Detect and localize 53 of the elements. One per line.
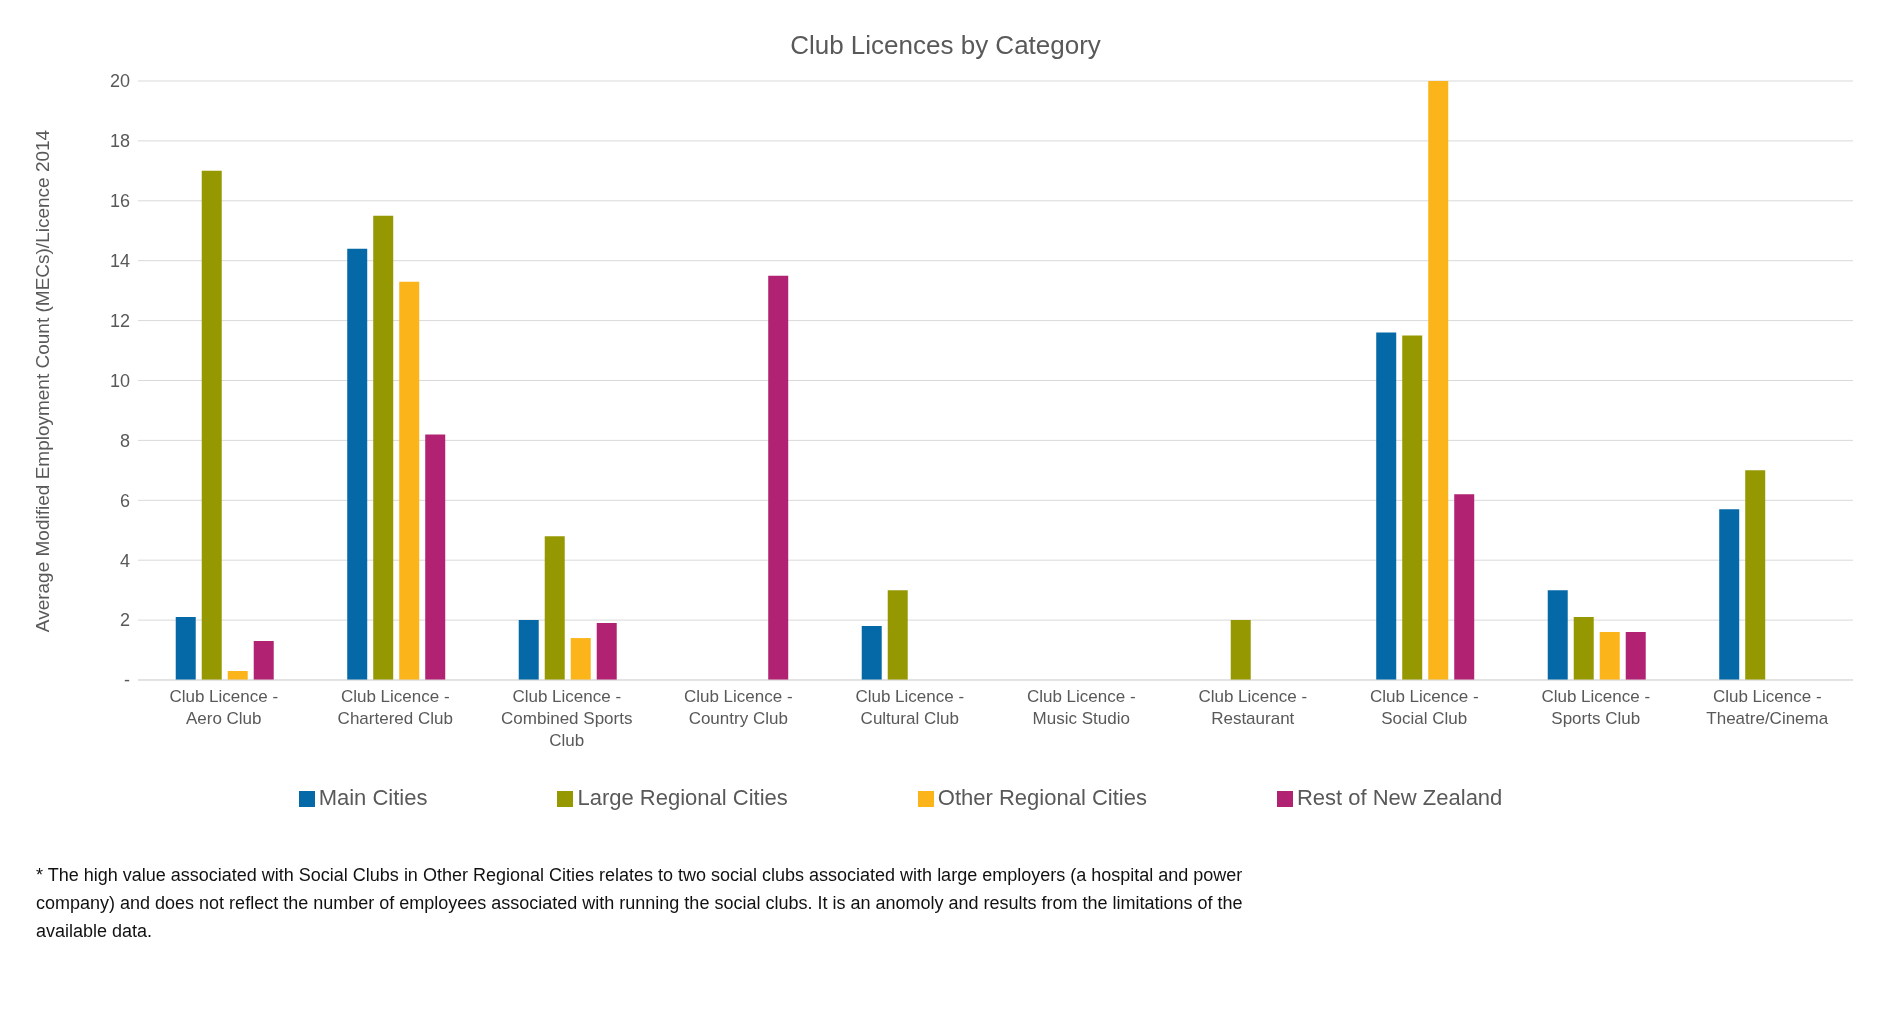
x-tick-label: Club Licence - Combined Sports Club xyxy=(501,687,633,750)
bar xyxy=(887,590,908,680)
y-tick-label: 8 xyxy=(119,430,130,451)
x-tick-label: Club Licence - Sports Club xyxy=(1541,687,1651,728)
text: * The high value associated with Social Clubs in Other Regional Cities relates to two social clubs associated with large employers (a hospital and power company) and does not reflect the number of employees associated with running the social clubs. It is an anomoly and results from the limitations of the available data. xyxy=(36,864,1244,943)
legend-label: Large Regional Cities xyxy=(577,785,788,810)
legend-label: Rest of New Zealand xyxy=(1296,785,1503,810)
bar xyxy=(1719,509,1740,680)
bar xyxy=(570,638,591,680)
bar xyxy=(1547,590,1568,680)
y-tick-label: 6 xyxy=(119,490,130,511)
bar xyxy=(347,248,368,680)
bar xyxy=(768,275,789,680)
y-axis-title: Average Modified Employment Count (MECs)/Licence 2014 xyxy=(32,129,54,633)
x-tick-label: Club Licence - Country Club xyxy=(683,687,793,728)
bar xyxy=(1230,620,1251,680)
x-tick-label: Club Licence - Restaurant xyxy=(1198,687,1308,728)
chart-title: Club Licences by Category xyxy=(789,29,1102,61)
bar xyxy=(861,626,882,680)
bar xyxy=(1454,494,1475,680)
bar xyxy=(1376,332,1397,680)
x-tick-label: Club Licence - Music Studio xyxy=(1026,687,1136,728)
bar xyxy=(1573,617,1594,680)
bar xyxy=(1428,81,1449,680)
bar xyxy=(518,620,539,680)
y-tick-label: 10 xyxy=(109,370,130,391)
y-tick-label: - xyxy=(124,670,130,691)
bar xyxy=(1745,470,1766,680)
bar xyxy=(596,623,617,680)
x-tick-label: Club Licence - Social Club xyxy=(1369,687,1479,728)
bar xyxy=(253,641,274,680)
y-tick-label: 16 xyxy=(109,191,130,212)
bar xyxy=(1625,632,1646,680)
y-tick-label: 12 xyxy=(109,310,130,331)
x-tick-label: Club Licence - Chartered Club xyxy=(337,687,453,728)
bar xyxy=(373,215,394,680)
y-tick-label: 18 xyxy=(109,131,130,152)
x-tick-label: Club Licence - Aero Club xyxy=(169,687,279,728)
legend-label: Main Cities xyxy=(318,785,428,810)
x-tick-label: Club Licence - Theatre/Cinema xyxy=(1706,687,1829,728)
x-tick-label: Club Licence - Cultural Club xyxy=(855,687,965,728)
bar xyxy=(175,617,196,680)
y-tick-label: 20 xyxy=(109,71,130,92)
bar xyxy=(544,536,565,680)
bar xyxy=(1402,335,1423,680)
y-tick-label: 4 xyxy=(119,550,130,571)
bar xyxy=(425,434,446,680)
bar xyxy=(1599,632,1620,680)
legend-label: Other Regional Cities xyxy=(937,785,1147,810)
y-tick-label: 14 xyxy=(109,251,130,272)
y-tick-label: 2 xyxy=(119,610,130,631)
bar xyxy=(399,281,420,680)
bar xyxy=(201,170,222,680)
